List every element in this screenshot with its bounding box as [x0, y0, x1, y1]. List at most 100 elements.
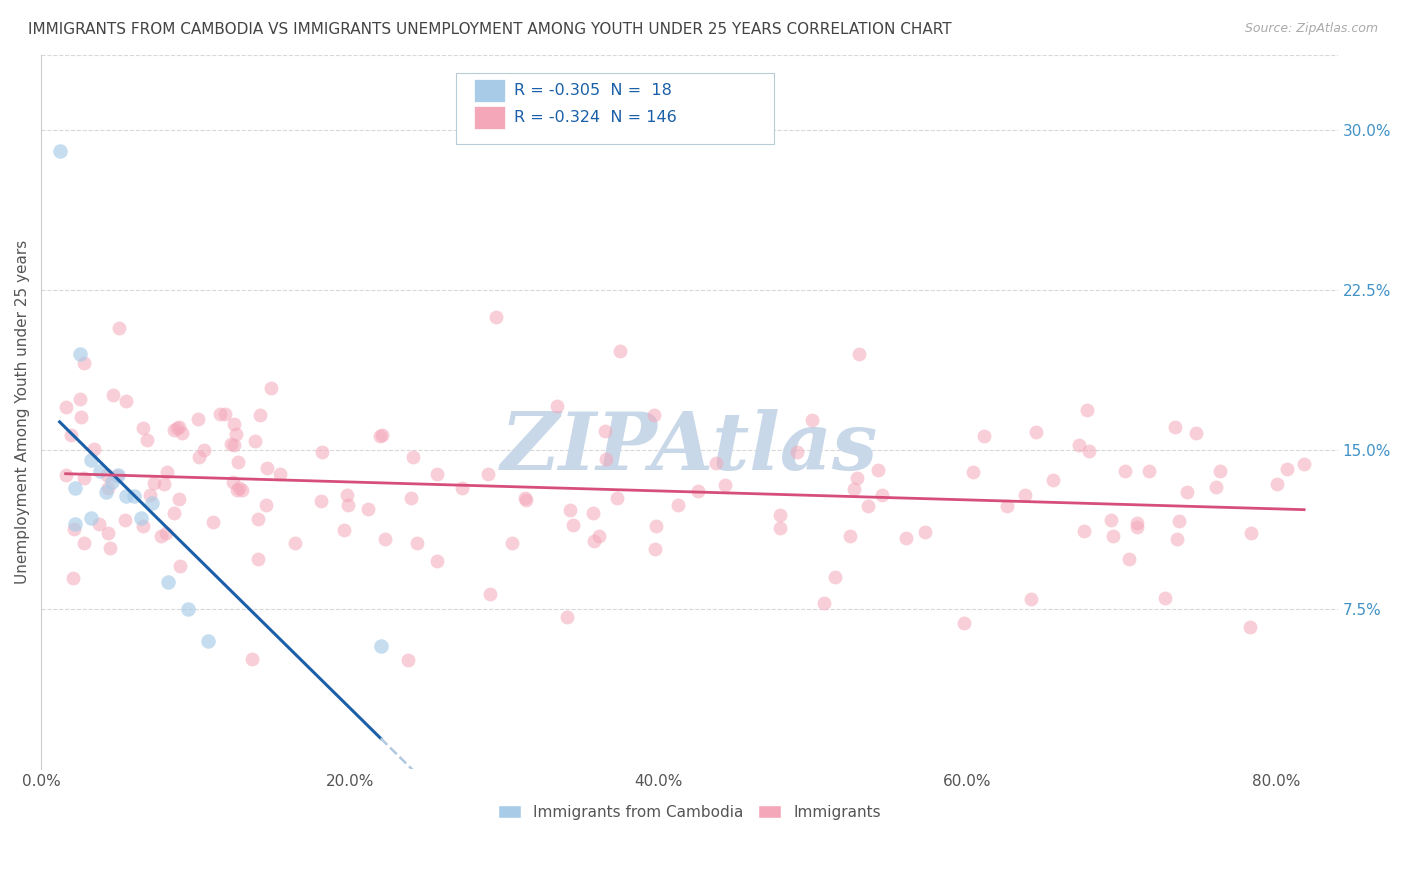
Point — [55, 400, 77, 414]
Point — [228, 482, 250, 496]
Point — [1239, 620, 1261, 634]
Point — [177, 602, 200, 616]
Point — [561, 518, 583, 533]
Point — [1067, 438, 1090, 452]
Point — [222, 417, 245, 432]
Point — [1164, 420, 1187, 434]
Point — [606, 491, 628, 505]
Point — [135, 434, 157, 448]
Point — [221, 475, 243, 490]
Point — [824, 570, 846, 584]
Point — [115, 393, 138, 408]
Point — [96, 467, 118, 482]
Point — [107, 468, 129, 483]
Point — [768, 508, 790, 523]
Point — [582, 534, 605, 549]
Point — [269, 467, 291, 482]
Point — [73, 535, 96, 549]
Point — [973, 429, 995, 443]
Point — [370, 639, 392, 653]
Point — [224, 438, 246, 452]
Point — [396, 653, 419, 667]
Point — [225, 483, 247, 497]
Point — [402, 450, 425, 465]
Point — [108, 321, 131, 335]
Point — [249, 408, 271, 422]
Point — [169, 420, 191, 434]
Point — [844, 482, 866, 496]
Point — [152, 477, 174, 491]
Point — [1126, 516, 1149, 531]
Point — [208, 408, 231, 422]
Point — [513, 491, 536, 505]
Point — [231, 483, 253, 498]
Point — [226, 455, 249, 469]
Point — [132, 421, 155, 435]
Point — [426, 554, 449, 568]
Point — [848, 346, 870, 360]
Point — [609, 344, 631, 359]
Point — [515, 492, 537, 507]
Point — [94, 485, 117, 500]
Point — [187, 450, 209, 465]
Y-axis label: Unemployment Among Youth under 25 years: Unemployment Among Youth under 25 years — [15, 240, 30, 584]
Point — [139, 488, 162, 502]
Point — [225, 427, 247, 442]
Point — [786, 445, 808, 459]
Point — [370, 428, 392, 442]
Point — [1205, 480, 1227, 494]
Point — [89, 517, 111, 532]
Point — [546, 400, 568, 414]
Point — [246, 512, 269, 526]
Point — [1175, 485, 1198, 500]
FancyBboxPatch shape — [474, 79, 505, 103]
Point — [309, 493, 332, 508]
Legend: Immigrants from Cambodia, Immigrants: Immigrants from Cambodia, Immigrants — [492, 798, 887, 826]
Point — [150, 529, 173, 543]
Point — [1025, 425, 1047, 439]
FancyBboxPatch shape — [456, 73, 773, 145]
Point — [202, 515, 225, 529]
Point — [79, 453, 101, 467]
Point — [1277, 461, 1299, 475]
Point — [260, 381, 283, 395]
Point — [336, 488, 359, 502]
Point — [311, 445, 333, 459]
Point — [558, 503, 581, 517]
Point — [240, 652, 263, 666]
Point — [995, 499, 1018, 513]
Point — [155, 526, 177, 541]
Point — [666, 499, 689, 513]
Text: ZIPAtlas: ZIPAtlas — [501, 409, 879, 487]
Point — [48, 144, 70, 158]
Point — [357, 502, 380, 516]
Point — [426, 467, 449, 482]
Point — [197, 634, 219, 648]
Point — [374, 533, 396, 547]
Point — [166, 421, 188, 435]
Point — [644, 542, 666, 557]
Point — [256, 461, 278, 475]
Point — [73, 471, 96, 485]
Point — [595, 452, 617, 467]
Point — [83, 442, 105, 456]
Point — [97, 526, 120, 541]
Point — [143, 475, 166, 490]
Point — [643, 408, 665, 422]
Point — [79, 510, 101, 524]
Point — [332, 523, 354, 537]
FancyBboxPatch shape — [474, 106, 505, 128]
Point — [704, 456, 727, 470]
Point — [1137, 464, 1160, 478]
Point — [479, 587, 502, 601]
Point — [254, 498, 277, 512]
Point — [1240, 526, 1263, 541]
Point — [69, 392, 91, 406]
Point — [866, 463, 889, 477]
Text: Source: ZipAtlas.com: Source: ZipAtlas.com — [1244, 22, 1378, 36]
Point — [1076, 403, 1098, 417]
Point — [172, 425, 194, 440]
Point — [131, 510, 153, 524]
Point — [1265, 477, 1288, 491]
Point — [162, 507, 184, 521]
